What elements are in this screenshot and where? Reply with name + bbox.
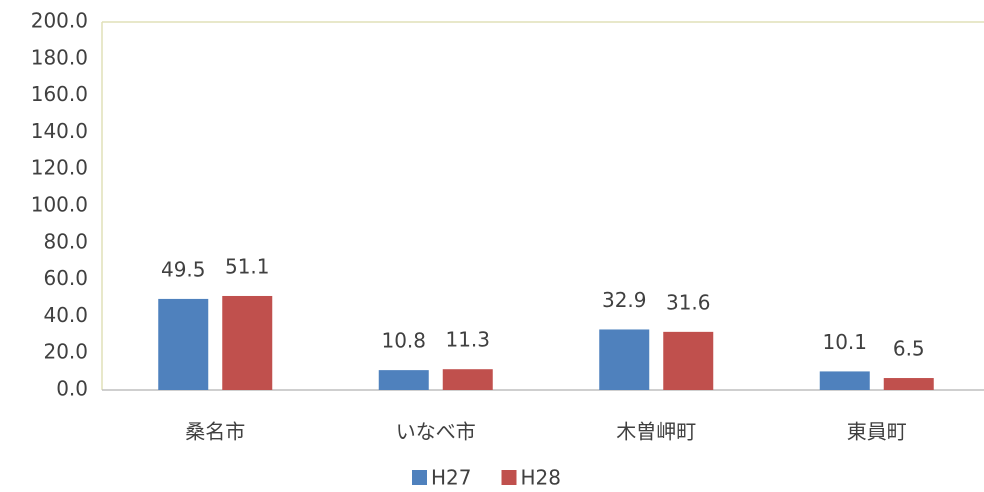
bar [663, 331, 714, 390]
legend-swatch [501, 470, 517, 485]
x-tick-label: いなべ市 [396, 420, 476, 444]
data-label: 32.9 [602, 288, 647, 312]
data-label: 51.1 [225, 254, 270, 278]
bar [599, 329, 650, 390]
x-tick-label: 木曽岬町 [616, 420, 696, 444]
legend-label: H27 [431, 466, 472, 490]
data-label: 10.8 [381, 329, 426, 353]
data-label: 11.3 [445, 328, 490, 352]
y-tick-label: 0.0 [56, 377, 88, 401]
bar [819, 371, 870, 390]
y-tick-label: 20.0 [43, 340, 88, 364]
y-tick-label: 160.0 [31, 82, 88, 106]
y-tick-label: 120.0 [31, 156, 88, 180]
data-label: 49.5 [161, 257, 206, 281]
y-tick-label: 60.0 [43, 266, 88, 290]
data-label: 10.1 [822, 330, 867, 354]
y-tick-label: 200.0 [31, 9, 88, 33]
legend-label: H28 [521, 466, 562, 490]
data-label: 6.5 [893, 337, 925, 361]
bar [883, 378, 934, 390]
y-tick-label: 80.0 [43, 229, 88, 253]
y-tick-label: 180.0 [31, 45, 88, 69]
data-label: 31.6 [666, 290, 711, 314]
legend-swatch [412, 470, 427, 485]
bar [442, 369, 493, 390]
y-tick-label: 100.0 [31, 193, 88, 217]
bar [222, 295, 273, 390]
x-tick-label: 桑名市 [185, 420, 245, 444]
bar [378, 370, 429, 390]
y-tick-label: 140.0 [31, 119, 88, 143]
bar [158, 298, 209, 390]
y-tick-label: 40.0 [43, 303, 88, 327]
x-tick-label: 東員町 [847, 420, 907, 444]
